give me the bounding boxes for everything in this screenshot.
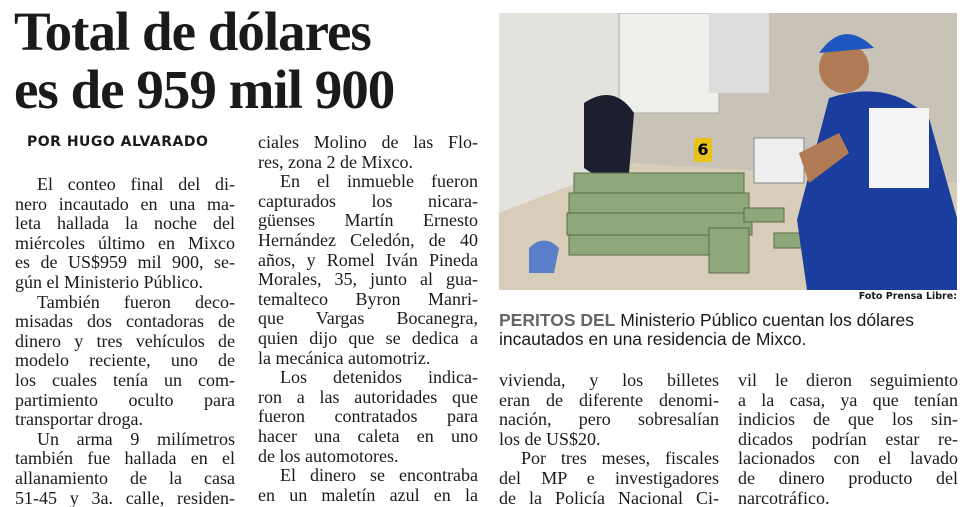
- text-line: fueron contratados para: [258, 407, 478, 427]
- text-line: capturados los nicara-: [258, 191, 478, 211]
- text-line: nero incautado en una ma-: [15, 194, 235, 214]
- caption-line: PERITOS DEL Ministerio Público cuentan l…: [499, 311, 914, 330]
- text-line: modelo reciente, uno de: [15, 351, 235, 371]
- text-line: eran de diferente denomi-: [499, 390, 719, 410]
- text-column: El conteo final del di-nero incautado en…: [15, 175, 235, 507]
- text-line: Morales, 35, junto al gua-: [258, 270, 478, 290]
- text-line: El dinero se encontraba: [280, 466, 478, 486]
- text-line: transportar droga.: [15, 410, 143, 430]
- text-column: ciales Molino de las Flo-res, zona 2 de …: [258, 133, 478, 505]
- evidence-marker: 6: [697, 140, 708, 159]
- text-line: lacionados con el lavado: [738, 449, 958, 469]
- text-line: güenses Martín Ernesto: [258, 211, 478, 231]
- headline: Total de dólares: [14, 1, 372, 62]
- text-line: Los detenidos indica-: [280, 368, 478, 388]
- text-line: de dinero producto del: [738, 468, 958, 488]
- caption: PERITOS DEL Ministerio Público cuentan l…: [499, 311, 914, 349]
- text-line: de los automotores.: [258, 446, 399, 466]
- text-line: que Vargas Bocanegra,: [258, 309, 478, 329]
- text-line: Hernández Celedón, de 40: [258, 230, 478, 250]
- text-line: hacer una caleta en uno: [258, 426, 478, 446]
- text-line: también fue hallada en el: [15, 449, 235, 469]
- photo: 6: [499, 13, 957, 290]
- text-line: dinero y tres vehículos de: [15, 331, 235, 351]
- text-line: leta hallada la noche del: [15, 214, 235, 234]
- text-line: del MP e investigadores: [499, 468, 719, 488]
- text-line: miércoles último en Mixco: [15, 233, 235, 253]
- text-line: quien dijo que se dedica a: [258, 328, 478, 348]
- text-column: vil le dieron seguimiento a la casa, ya q…: [738, 371, 958, 507]
- text-line: ciales Molino de las Flo-: [258, 133, 478, 152]
- text-line: narcotráfico.: [738, 488, 830, 507]
- text-line: allanamiento de la casa: [15, 468, 235, 488]
- text-line: ron a las autoridades que: [258, 387, 478, 407]
- text-line: Un arma 9 milímetros: [37, 429, 235, 449]
- text-column: vivienda, y los billetes eran de diferent…: [499, 371, 719, 507]
- text-line: 51-45 y 3a. calle, residen-: [15, 488, 235, 507]
- text-line: años, y Romel Iván Pineda: [258, 250, 478, 270]
- text-line: vivienda, y los billetes: [499, 371, 719, 390]
- text-line: la mecánica automotriz.: [258, 348, 431, 368]
- text-line: También fueron deco-: [37, 292, 235, 312]
- text-line: de la Policía Nacional Ci-: [499, 488, 719, 507]
- text-line: gún el Ministerio Público.: [15, 272, 203, 292]
- text-line: misadas dos contadoras de: [15, 312, 235, 332]
- caption-lead: PERITOS DEL: [499, 310, 616, 330]
- text-line: a la casa, ya que tenían: [738, 390, 958, 410]
- byline: POR HUGO ALVARADO: [27, 134, 209, 150]
- text-line: En el inmueble fueron: [280, 172, 478, 192]
- text-line: El conteo final del di-: [37, 175, 235, 194]
- caption-line: incautados en una residencia de Mixco.: [499, 329, 807, 349]
- text-line: dicados podrían estar re-: [738, 429, 958, 449]
- text-line: partimiento oculto para: [15, 390, 235, 410]
- text-line: nación, pero sobresalían: [499, 410, 719, 430]
- text-line: Por tres meses, fiscales: [521, 449, 719, 469]
- text-line: es de US$959 mil 900, se-: [15, 253, 235, 273]
- text-line: res, zona 2 de Mixco.: [258, 152, 413, 172]
- text-line: temalteco Byron Manri-: [258, 289, 478, 309]
- caption-text: Ministerio Público cuentan los dólares: [620, 310, 915, 330]
- headline: es de 959 mil 900: [14, 59, 395, 120]
- text-line: los cuales tenía un com-: [15, 370, 235, 390]
- text-line: vil le dieron seguimiento: [738, 371, 958, 390]
- photo-credit: Foto Prensa Libre:: [858, 291, 957, 302]
- text-line: en un maletín azul en la: [258, 485, 478, 505]
- text-line: indicios de que los sin-: [738, 410, 958, 430]
- text-line: los de US$20.: [499, 429, 601, 449]
